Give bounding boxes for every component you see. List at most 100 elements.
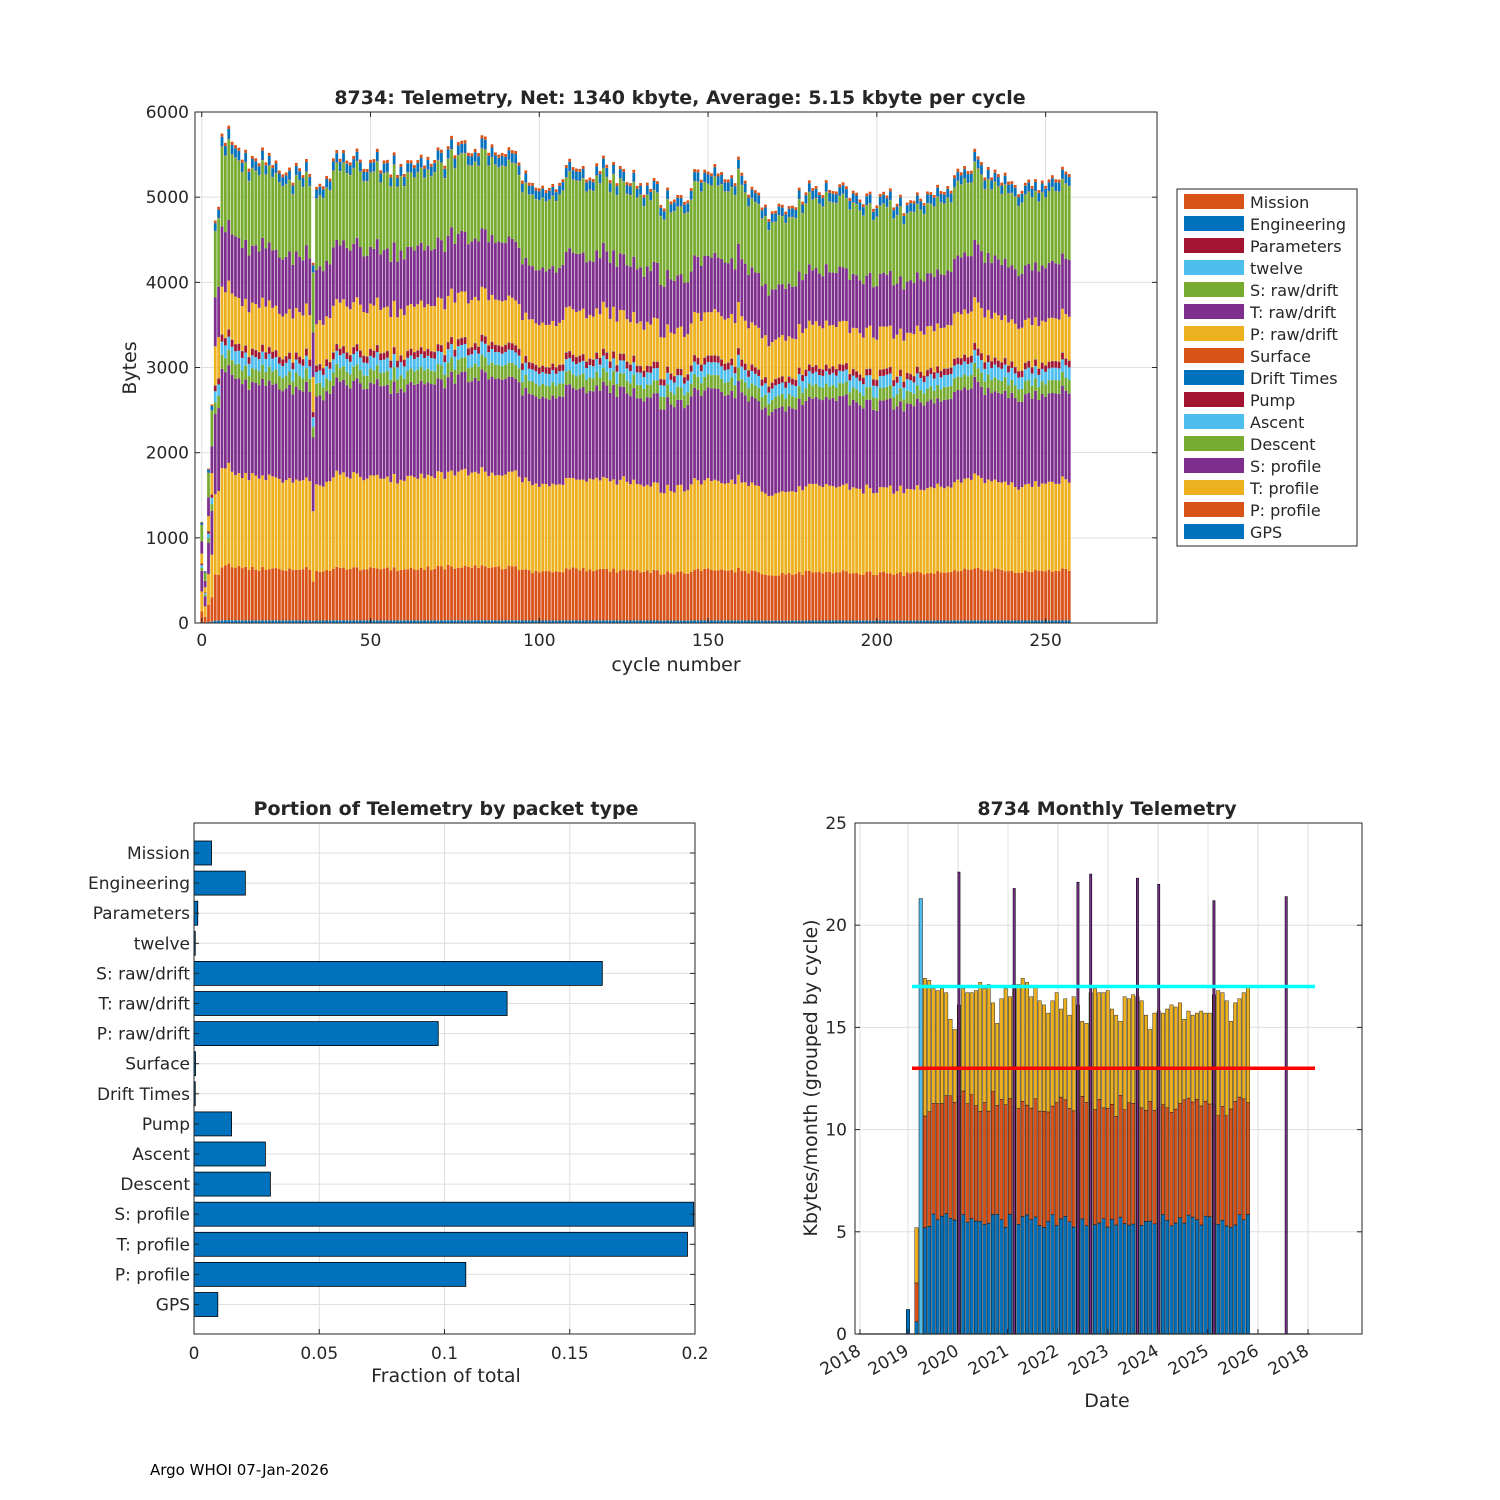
cycle-bar-segment [804,369,808,377]
cycle-bar-segment [838,620,842,623]
cycle-bar-segment [794,207,798,210]
cycle-bar-segment [683,395,686,409]
cycle-bar-segment [534,190,538,199]
cycle-x-tick-label: 200 [861,631,893,651]
cycle-bar-segment [811,367,815,374]
cycle-bar-segment [288,359,291,372]
cycle-bar-segment [379,373,383,387]
cycle-bar-segment [784,223,788,289]
cycle-bar-segment [804,388,808,401]
monthly-spike-bar [1157,884,1161,1335]
cycle-bar-segment [743,382,747,396]
cycle-bar-segment [278,170,281,174]
cycle-bar-segment [568,248,572,307]
cycle-bar-segment [851,375,855,388]
cycle-bar-segment [696,313,700,358]
cycle-bar-segment [244,365,248,380]
cycle-bar-segment [230,141,234,145]
cycle-bar-segment [1040,381,1044,395]
cycle-bar-segment [885,374,889,387]
cycle-bar-segment [247,255,251,313]
cycle-bar-segment [1037,192,1041,202]
cycle-bar-segment [473,349,477,364]
cycle-bar-segment [818,325,821,369]
cycle-bar-segment [737,380,740,475]
cycle-bar-segment [490,620,494,623]
portion-category-label: Engineering [88,874,190,894]
cycle-bar-segment [480,341,484,356]
cycle-bar-segment [963,387,966,479]
cycle-bar-segment [902,620,906,623]
cycle-bar-segment [456,292,460,339]
cycle-bar-segment [571,620,575,623]
cycle-bar-segment [851,573,855,621]
cycle-bar-segment [230,374,234,472]
cycle-bar-segment [558,571,561,621]
cycle-bar-segment [490,144,494,148]
cycle-bar-segment [730,187,734,259]
cycle-bar-segment [467,244,470,304]
cycle-bar-segment [315,620,318,623]
cycle-bar-segment [379,360,383,374]
cycle-bar-segment [888,373,892,386]
cycle-bar-segment [1027,191,1031,264]
cycle-bar-segment [872,397,875,410]
cycle-bar-segment [899,485,902,572]
cycle-bar-segment [372,350,376,358]
cycle-bar-segment [1064,390,1068,480]
cycle-bar-segment [240,162,244,172]
cycle-bar-segment [612,306,615,352]
cycle-bar-segment [612,174,615,251]
cycle-bar-segment [868,620,872,623]
cycle-bar-segment [305,245,308,304]
cycle-bar-segment [855,328,858,372]
cycle-bar-segment [872,493,875,576]
cycle-bar-segment [834,572,838,621]
cycle-bar-segment [922,203,926,206]
cycle-bar-segment [463,468,467,566]
cycle-bar-segment [1000,320,1004,363]
cycle-bar-segment [720,258,723,317]
cycle-bar-segment [750,198,754,268]
cycle-bar-segment [909,391,912,405]
monthly-bar-segment [1161,1012,1165,1105]
cycle-bar-segment [801,204,804,213]
cycle-bar-segment [413,384,416,478]
monthly-bar-segment [1186,1097,1191,1216]
monthly-bar-segment [974,1105,978,1222]
cycle-bar-segment [659,574,663,621]
cycle-bar-segment [348,568,352,621]
cycle-bar-segment [966,478,970,570]
cycle-bar-segment [399,176,403,251]
monthly-bar-segment [1127,1102,1131,1226]
cycle-bar-segment [325,178,329,188]
cycle-bar-segment [760,379,764,386]
cycle-bar-segment [659,409,663,493]
cycle-bar-segment [450,288,453,337]
cycle-bar-segment [409,620,413,623]
cycle-bar-segment [1027,571,1031,621]
cycle-bar-segment [615,266,619,322]
cycle-bar-segment [899,388,902,402]
cycle-bar-segment [723,319,727,364]
cycle-bar-segment [932,372,936,379]
cycle-bar-segment [804,486,808,572]
cycle-bar-segment [342,366,345,380]
cycle-bar-segment [969,620,973,623]
cycle-bar-segment [348,162,352,166]
cycle-bar-segment [966,313,970,358]
cycle-bar-segment [352,302,356,347]
cycle-bar-segment [396,379,399,393]
cycle-bar-segment [818,195,821,204]
cycle-bar-segment [406,384,410,476]
cycle-bar-segment [544,620,548,623]
cycle-bar-segment [210,410,214,447]
cycle-bar-segment [301,480,305,570]
cycle-bar-segment [696,172,700,182]
cycle-bar-segment [575,357,578,365]
cycle-bar-segment [1010,392,1014,483]
cycle-bar-segment [456,142,460,146]
cycle-bar-segment [386,384,389,477]
cycle-bar-segment [281,174,285,178]
monthly-y-axis-label: Kbytes/month (grouped by cycle) [800,919,822,1236]
